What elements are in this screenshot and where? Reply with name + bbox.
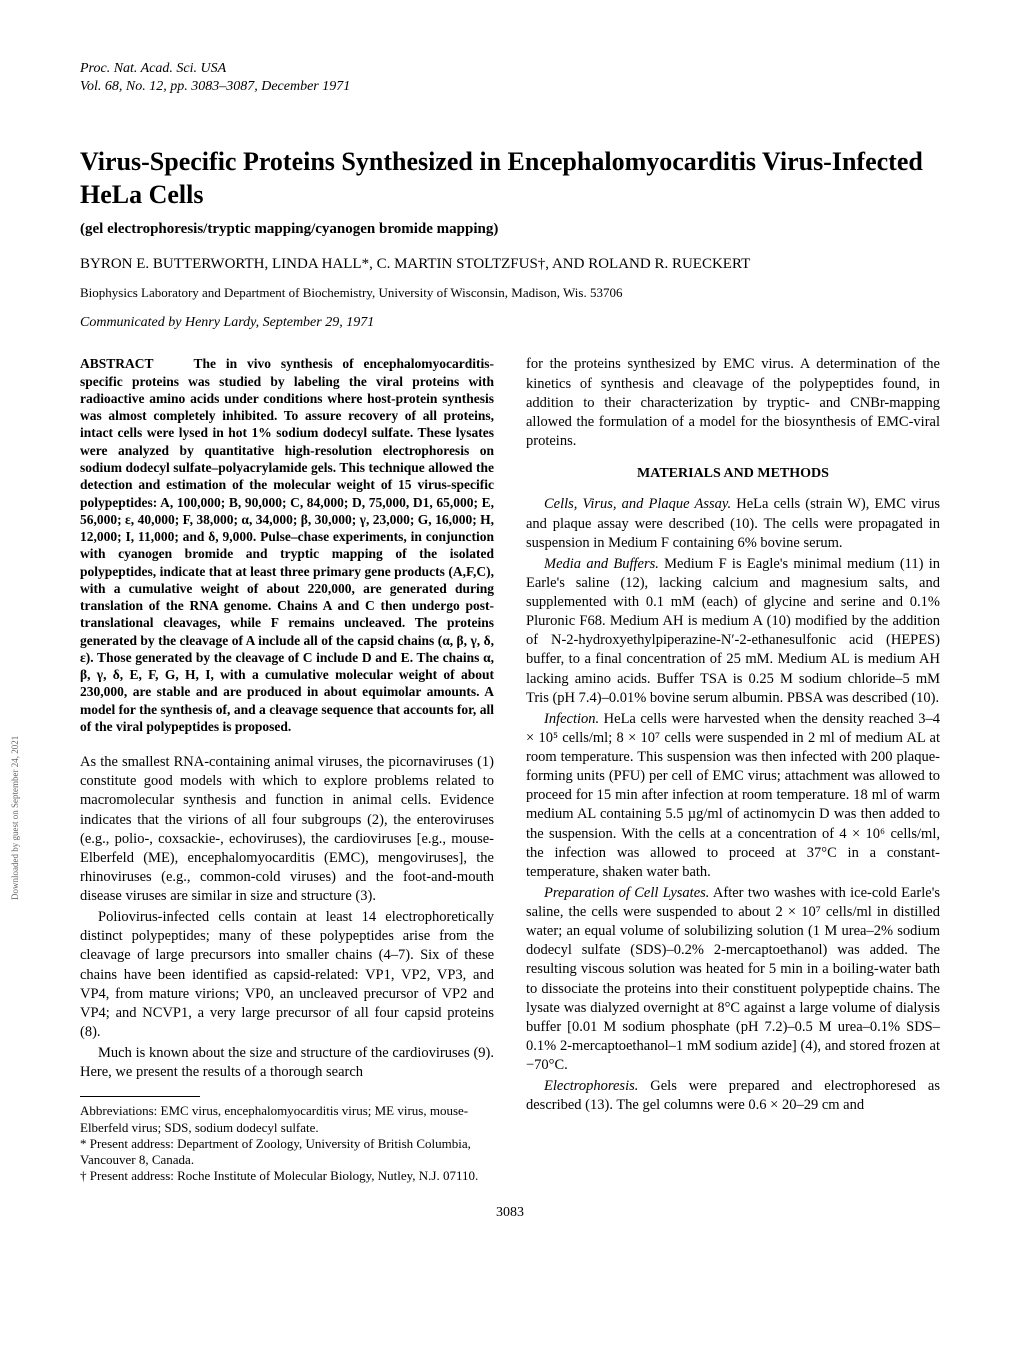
affiliation: Biophysics Laboratory and Department of … — [80, 285, 940, 301]
right-column: for the proteins synthesized by EMC viru… — [526, 355, 940, 1184]
footnote-rule — [80, 1096, 200, 1097]
paper-page: Proc. Nat. Acad. Sci. USA Vol. 68, No. 1… — [0, 0, 1020, 1261]
body-para: As the smallest RNA-containing animal vi… — [80, 753, 494, 906]
left-column: ABSTRACTThe in vivo synthesis of encepha… — [80, 355, 494, 1184]
body-para: Poliovirus-infected cells contain at lea… — [80, 908, 494, 1042]
abstract-label: ABSTRACT — [80, 355, 154, 372]
method-head: Cells, Virus, and Plaque Assay. — [544, 496, 731, 512]
communicated: Communicated by Henry Lardy, September 2… — [80, 315, 940, 331]
download-note: Downloaded by guest on September 24, 202… — [10, 736, 20, 900]
footnote: † Present address: Roche Institute of Mo… — [80, 1168, 494, 1184]
section-heading: MATERIALS AND METHODS — [526, 465, 940, 483]
journal-header: Proc. Nat. Acad. Sci. USA Vol. 68, No. 1… — [80, 60, 940, 96]
method-body: HeLa cells were harvested when the densi… — [526, 711, 940, 880]
body-para: for the proteins synthesized by EMC viru… — [526, 355, 940, 451]
paper-subtitle: (gel electrophoresis/tryptic mapping/cya… — [80, 221, 940, 238]
method-head: Preparation of Cell Lysates. — [544, 885, 709, 901]
body-para: Much is known about the size and structu… — [80, 1044, 494, 1082]
journal-line1: Proc. Nat. Acad. Sci. USA — [80, 60, 940, 78]
method-body: After two washes with ice-cold Earle's s… — [526, 885, 940, 1073]
footnote: * Present address: Department of Zoology… — [80, 1136, 494, 1169]
two-column-body: ABSTRACTThe in vivo synthesis of encepha… — [80, 355, 940, 1184]
method-head: Media and Buffers. — [544, 556, 659, 572]
footnote: Abbreviations: EMC virus, encephalomyoca… — [80, 1103, 494, 1136]
abstract-text: The in vivo synthesis of encephalomyocar… — [80, 356, 494, 734]
footnotes: Abbreviations: EMC virus, encephalomyoca… — [80, 1103, 494, 1184]
method-body: Medium F is Eagle's minimal medium (11) … — [526, 556, 940, 706]
method-head: Electrophoresis. — [544, 1078, 638, 1094]
page-number: 3083 — [80, 1205, 940, 1221]
authors: BYRON E. BUTTERWORTH, LINDA HALL*, C. MA… — [80, 256, 940, 273]
journal-line2: Vol. 68, No. 12, pp. 3083–3087, December… — [80, 78, 940, 96]
abstract-block: ABSTRACTThe in vivo synthesis of encepha… — [80, 355, 494, 735]
method-head: Infection. — [544, 711, 599, 727]
paper-title: Virus-Specific Proteins Synthesized in E… — [80, 146, 940, 211]
